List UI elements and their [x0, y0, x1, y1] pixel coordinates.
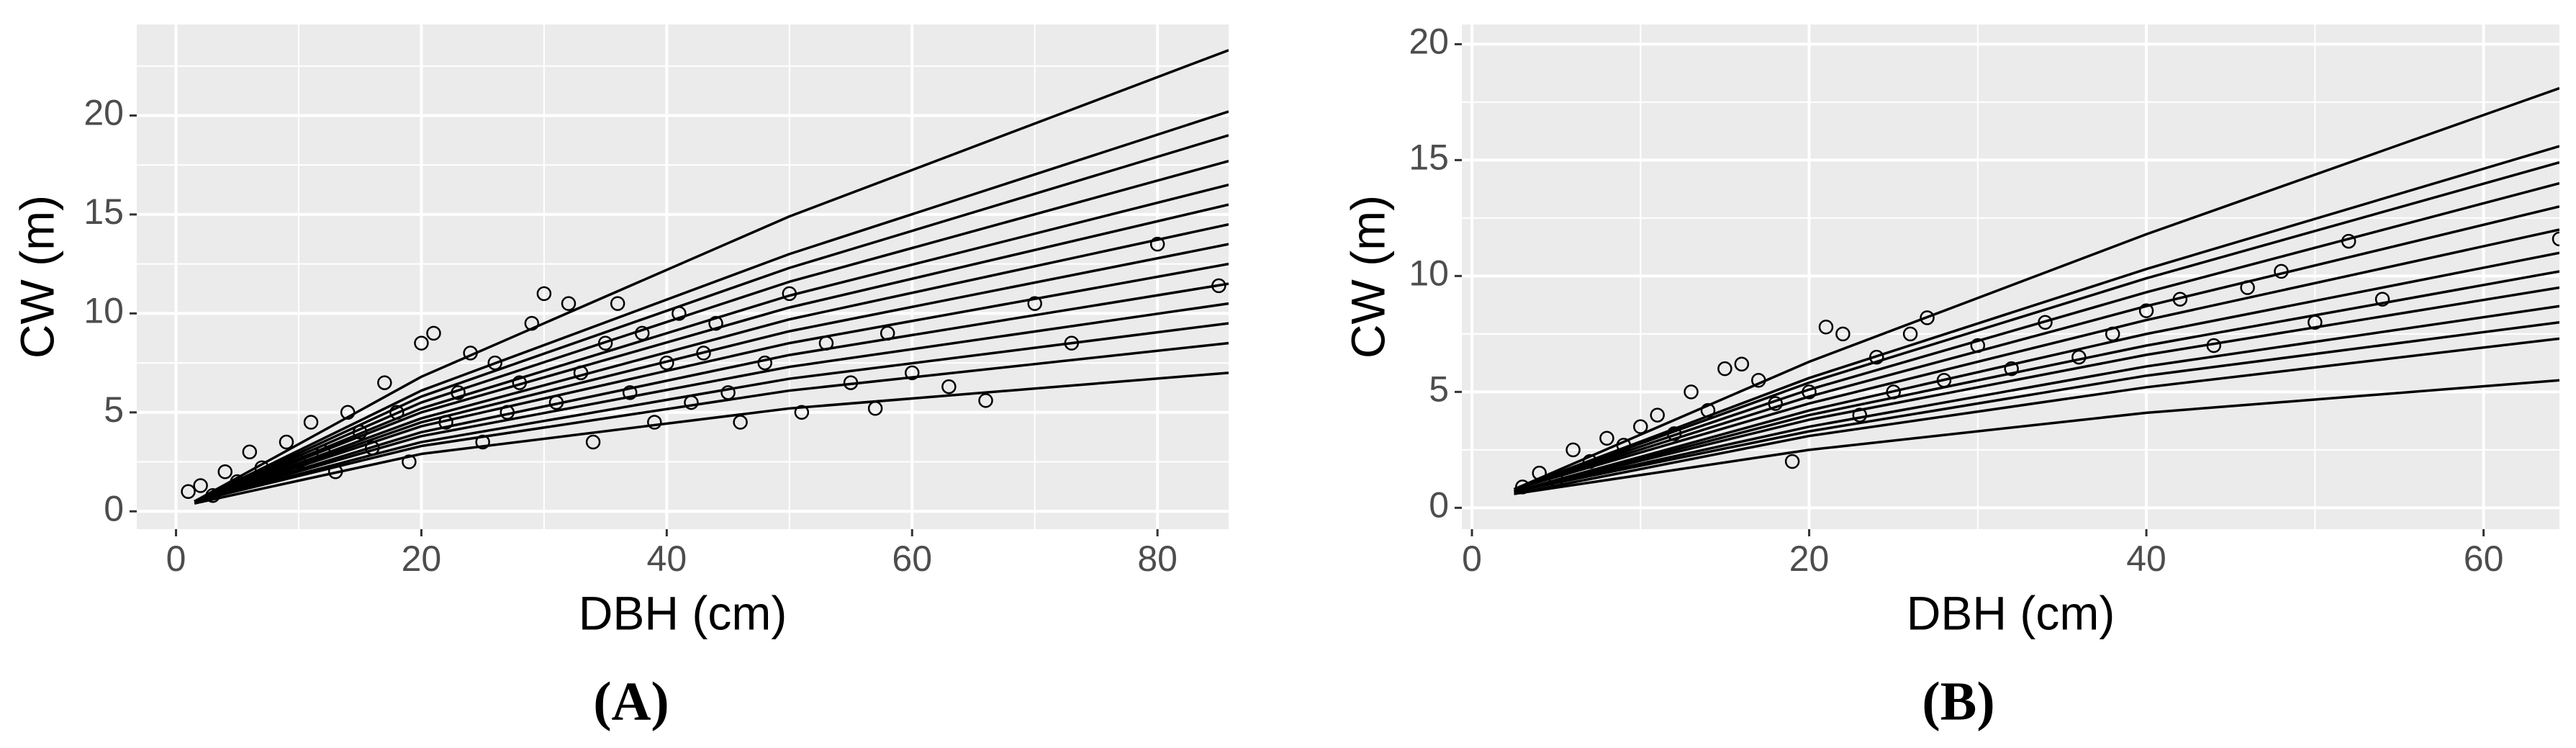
- fit-line: [1514, 379, 2559, 495]
- point: [1835, 326, 1850, 342]
- fit-line: [194, 262, 1229, 503]
- point: [2552, 231, 2559, 247]
- fit-line: [194, 49, 1229, 503]
- point: [622, 385, 638, 400]
- panel-label: (B): [1922, 671, 1994, 731]
- point: [794, 405, 810, 420]
- fit-line: [1514, 145, 2559, 491]
- point: [708, 315, 723, 331]
- point: [181, 484, 196, 500]
- fit-line: [194, 322, 1229, 503]
- point: [2138, 303, 2154, 318]
- x-tick-label: 80: [1137, 539, 1178, 579]
- fit-line: [194, 243, 1229, 503]
- point: [1565, 442, 1581, 458]
- point: [904, 365, 920, 381]
- fit-line: [194, 222, 1229, 503]
- point: [426, 325, 441, 341]
- point: [536, 286, 552, 302]
- x-tick-label: 0: [1462, 539, 1482, 579]
- fit-line: [1513, 86, 2559, 491]
- x-axis-title: DBH (cm): [579, 586, 787, 639]
- point: [377, 375, 392, 390]
- x-tick-label: 40: [2126, 539, 2166, 579]
- point: [217, 464, 232, 479]
- fit-line: [194, 371, 1229, 505]
- point: [2004, 361, 2019, 377]
- point: [279, 434, 294, 450]
- panel: 0 20 40 60 80 0 5 10 15 20 DBH (cm) CW (m) (A): [10, 24, 1229, 731]
- panel: 0 20 40 60 0 5 10 15 20 DBH (cm) CW (m) (B): [1341, 22, 2559, 731]
- point: [978, 393, 993, 408]
- marks: [1513, 86, 2559, 495]
- marks: [181, 49, 1229, 505]
- point: [647, 415, 662, 430]
- x-tick-label: 60: [2464, 539, 2504, 579]
- fit-line: [194, 282, 1229, 503]
- y-axis-title: CW (m): [1341, 195, 1394, 359]
- fit-line: [1514, 181, 2559, 491]
- point: [414, 335, 429, 351]
- fit-line: [194, 341, 1229, 503]
- point: [1633, 419, 1648, 434]
- point: [1784, 454, 1800, 469]
- x-tick-label: 40: [647, 539, 687, 579]
- fit-line: [194, 159, 1229, 503]
- point: [1684, 384, 1699, 400]
- y-tick-label: 20: [1409, 22, 1449, 62]
- point: [733, 415, 748, 430]
- fit-line: [1514, 286, 2559, 493]
- y-tick-label: 0: [104, 488, 124, 528]
- x-tick-label: 20: [402, 539, 442, 579]
- point: [1650, 407, 1665, 423]
- point: [941, 379, 957, 395]
- point: [1149, 236, 1165, 252]
- fit-line: [1514, 337, 2559, 495]
- point: [561, 296, 577, 311]
- y-tick-label: 5: [104, 389, 124, 430]
- y-tick-label: 10: [83, 291, 124, 331]
- point: [1902, 326, 1918, 342]
- panel-label: (A): [593, 671, 669, 731]
- y-tick-label: 20: [83, 93, 124, 133]
- point: [1599, 431, 1614, 446]
- y-tick-label: 0: [1429, 485, 1449, 526]
- fit-line: [1514, 251, 2559, 493]
- fit-line: [194, 183, 1229, 503]
- point: [585, 434, 601, 450]
- fit-line: [1514, 305, 2559, 493]
- fit-line: [1514, 161, 2559, 491]
- y-tick-label: 5: [1429, 369, 1449, 410]
- point: [1852, 407, 1868, 423]
- point: [610, 296, 625, 311]
- y-axis-title: CW (m): [10, 195, 63, 359]
- fit-line: [1514, 205, 2559, 491]
- point: [1717, 361, 1732, 377]
- y-tick-label: 15: [1409, 138, 1449, 178]
- fit-line: [194, 134, 1229, 503]
- point: [487, 355, 502, 371]
- x-tick-label: 0: [166, 539, 186, 579]
- fit-line: [1514, 270, 2559, 493]
- point: [193, 478, 208, 493]
- point: [1920, 310, 1935, 325]
- point: [757, 355, 772, 371]
- fit-line: [1514, 321, 2559, 493]
- x-tick-label: 20: [1789, 539, 1830, 579]
- fit-line: [194, 203, 1229, 503]
- point: [2374, 292, 2390, 307]
- point: [303, 415, 319, 430]
- point: [1818, 319, 1834, 335]
- y-tick-label: 15: [83, 191, 124, 232]
- fit-line: [194, 110, 1229, 503]
- y-tick-label: 10: [1409, 253, 1449, 294]
- point: [242, 444, 258, 460]
- fit-line: [1514, 228, 2559, 491]
- x-axis-title: DBH (cm): [1907, 586, 2115, 639]
- point: [1734, 356, 1750, 371]
- fit-line: [194, 302, 1229, 503]
- point: [1027, 296, 1042, 311]
- x-tick-label: 60: [892, 539, 932, 579]
